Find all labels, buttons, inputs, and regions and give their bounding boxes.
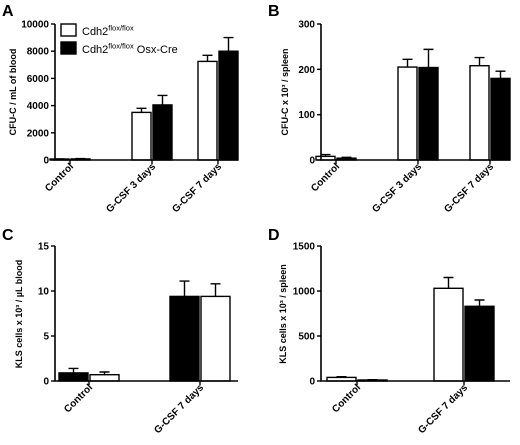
bar-a-s1-c3: [197, 60, 218, 161]
legend-swatch-2: [60, 41, 77, 55]
bar-c-s1-c1: [58, 372, 89, 382]
y-axis-label-a: CFU-C / mL of blood: [8, 49, 18, 136]
error-bar-b-s1-c1: [320, 153, 331, 157]
bar-b-s1-c3: [469, 65, 490, 161]
x-tick-label-c: G-CSF 7 days: [152, 382, 206, 436]
error-bar-b-s1-c2: [402, 58, 413, 68]
panel-label-b: B: [268, 3, 280, 20]
y-tick-label-b: 0: [309, 156, 315, 167]
bar-c-s2-c1: [89, 374, 120, 382]
bar-d-s2-c2: [464, 305, 495, 382]
error-bar-c-s1-c1: [68, 367, 79, 373]
y-tick-label-b: 100: [298, 110, 315, 121]
y-axis-label-d: KLS cells x 10³ / spleen: [278, 264, 288, 364]
y-tick-label-b: 300: [298, 20, 315, 31]
y-tick-label-a: 4000: [27, 101, 50, 112]
error-bar-d-s1-c2: [443, 276, 454, 289]
error-bar-c-s2-c2: [210, 283, 221, 297]
x-tick-label-a: G-CSF 7 days: [170, 161, 224, 215]
legend-swatch-1: [60, 23, 77, 37]
bar-d-s1-c2: [433, 287, 464, 382]
legend-label-1: Cdh2flox/flox: [82, 24, 134, 39]
y-axis-label-c: KLS cells x 10³ / µL blood: [14, 260, 24, 369]
error-bar-c-s1-c2: [179, 280, 190, 297]
error-bar-c-s2-c1: [99, 371, 110, 375]
error-bar-d-s2-c2: [474, 299, 485, 307]
y-tick-label-a: 10000: [21, 20, 49, 31]
y-tick-label-a: 0: [43, 156, 49, 167]
y-tick-label-d: 1500: [293, 242, 316, 253]
error-bar-b-s1-c3: [474, 56, 485, 66]
y-tick-label-c: 15: [38, 242, 50, 253]
y-tick-label-d: 0: [309, 377, 315, 388]
error-bar-b-s2-c1: [341, 156, 352, 159]
panel-label-d: D: [268, 227, 280, 244]
y-tick-label-d: 500: [298, 332, 315, 343]
error-bar-b-s2-c2: [423, 48, 434, 68]
error-bar-a-s1-c2: [136, 107, 147, 113]
y-tick-label-a: 2000: [27, 128, 50, 139]
bar-a-s1-c2: [131, 111, 152, 161]
y-tick-label-a: 8000: [27, 47, 50, 58]
legend-label-2: Cdh2flox/flox Osx-Cre: [82, 42, 178, 57]
y-tick-label-c: 10: [38, 287, 50, 298]
x-tick-label-a: G-CSF 3 days: [104, 161, 158, 215]
y-tick-label-d: 1000: [293, 287, 316, 298]
x-tick-label-d: Control: [330, 382, 363, 415]
panel-label-a: A: [2, 3, 14, 20]
x-tick-label-d: G-CSF 7 days: [416, 382, 470, 436]
x-tick-label-b: G-CSF 3 days: [370, 161, 424, 215]
error-bar-a-s2-c3: [223, 36, 234, 52]
y-tick-label-a: 6000: [27, 74, 50, 85]
bar-b-s2-c2: [418, 66, 439, 161]
y-tick-label-c: 0: [43, 377, 49, 388]
bar-a-s2-c3: [218, 50, 239, 161]
x-tick-label-c: Control: [62, 382, 95, 415]
error-bar-a-s1-c3: [202, 54, 213, 62]
error-bar-b-s2-c3: [495, 70, 506, 79]
bar-a-s2-c2: [152, 104, 173, 161]
bar-c-s2-c2: [200, 295, 231, 382]
error-bar-d-s1-c1: [336, 375, 347, 378]
error-bar-a-s2-c2: [157, 94, 168, 105]
y-axis-label-b: CFU-C x 10³ / spleen: [280, 48, 290, 135]
panel-label-c: C: [2, 227, 14, 244]
bar-b-s1-c2: [397, 66, 418, 161]
bar-b-s2-c3: [490, 77, 511, 161]
x-tick-label-b: G-CSF 7 days: [442, 161, 496, 215]
bar-c-s1-c2: [169, 295, 200, 382]
y-tick-label-b: 200: [298, 65, 315, 76]
y-tick-label-c: 5: [43, 332, 49, 343]
